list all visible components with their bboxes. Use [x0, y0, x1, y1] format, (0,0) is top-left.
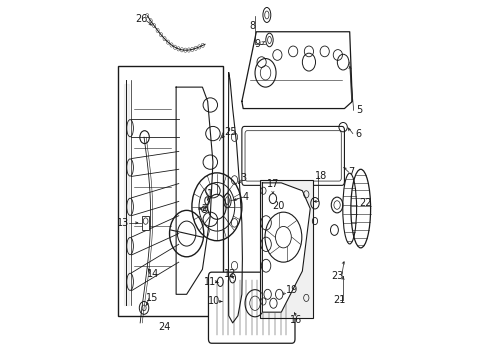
Text: 25: 25 [224, 127, 237, 137]
Bar [118, 66, 223, 316]
Text: 15: 15 [145, 293, 158, 303]
Text: 16: 16 [290, 315, 302, 325]
Polygon shape [262, 183, 309, 312]
Text: 24: 24 [158, 322, 170, 332]
Bar [260, 180, 312, 318]
Text: 11: 11 [204, 277, 216, 287]
Text: 3: 3 [240, 173, 246, 183]
Polygon shape [176, 87, 212, 294]
Circle shape [269, 194, 276, 203]
Text: 20: 20 [272, 201, 285, 211]
Text: 9: 9 [254, 39, 260, 49]
Text: 14: 14 [146, 269, 159, 279]
Text: 1: 1 [207, 189, 213, 199]
Text: 23: 23 [331, 271, 344, 281]
Bar [142, 216, 149, 230]
Text: 4: 4 [242, 192, 248, 202]
Text: 5: 5 [356, 105, 362, 115]
Text: 10: 10 [208, 296, 220, 306]
Text: 18: 18 [314, 171, 326, 181]
Text: 26: 26 [136, 14, 148, 23]
Text: 7: 7 [348, 167, 354, 177]
Text: 8: 8 [249, 21, 255, 31]
Text: 21: 21 [333, 295, 345, 305]
Text: 17: 17 [266, 179, 279, 189]
Text: 6: 6 [354, 129, 361, 139]
FancyBboxPatch shape [242, 126, 344, 185]
Polygon shape [228, 73, 242, 323]
Text: 2: 2 [202, 204, 207, 213]
Polygon shape [242, 32, 351, 109]
Text: 19: 19 [285, 285, 297, 295]
Text: 12: 12 [224, 269, 236, 279]
FancyBboxPatch shape [244, 131, 341, 181]
Text: 22: 22 [359, 198, 371, 208]
FancyBboxPatch shape [208, 272, 294, 343]
Text: 13: 13 [117, 218, 129, 228]
